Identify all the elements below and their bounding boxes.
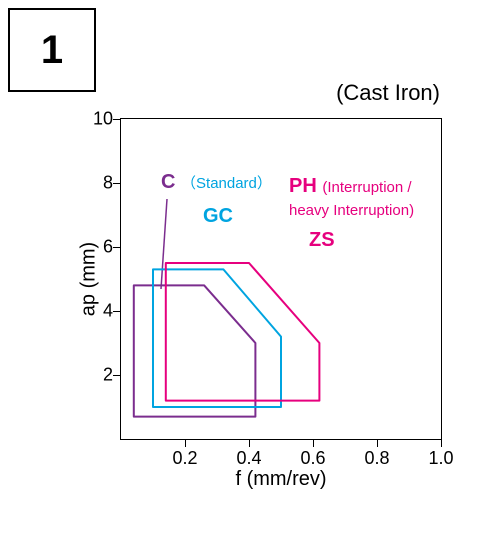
- x-tick: [377, 439, 378, 447]
- series-label-GC: GC: [203, 205, 233, 228]
- y-tick: [113, 247, 121, 248]
- y-tick-label: 6: [83, 237, 113, 258]
- x-tick: [185, 439, 186, 447]
- x-tick: [313, 439, 314, 447]
- series-svg: [121, 119, 441, 439]
- series-GC: [153, 269, 281, 407]
- x-tick-label: 0.4: [236, 448, 261, 469]
- y-tick-label: 8: [83, 173, 113, 194]
- x-axis-label: f (mm/rev): [235, 468, 326, 491]
- x-tick-label: 0.6: [300, 448, 325, 469]
- x-tick-label: 0.8: [364, 448, 389, 469]
- figure-canvas: 1 (Cast Iron) ap (mm) f (mm/rev) 2468100…: [0, 0, 500, 552]
- material-label: (Cast Iron): [336, 80, 440, 106]
- y-tick: [113, 183, 121, 184]
- series-ZS: [166, 263, 320, 401]
- x-tick: [249, 439, 250, 447]
- y-tick: [113, 311, 121, 312]
- y-tick: [113, 119, 121, 120]
- series-label-C: C （Standard）: [161, 171, 272, 194]
- y-tick-label: 10: [83, 109, 113, 130]
- y-tick-label: 4: [83, 301, 113, 322]
- y-tick-label: 2: [83, 365, 113, 386]
- series-label-ZS: ZS: [309, 229, 335, 252]
- series-label-PH: PH (Interruption / heavy Interruption): [289, 175, 414, 221]
- plot-area: ap (mm) f (mm/rev) 2468100.20.40.60.81.0…: [120, 118, 442, 440]
- figure-number: 1: [41, 28, 63, 73]
- x-tick-label: 0.2: [172, 448, 197, 469]
- figure-number-box: 1: [8, 8, 96, 92]
- plot-wrap: (Cast Iron) ap (mm) f (mm/rev) 2468100.2…: [90, 80, 470, 520]
- x-tick: [441, 439, 442, 447]
- x-tick-label: 1.0: [428, 448, 453, 469]
- y-tick: [113, 375, 121, 376]
